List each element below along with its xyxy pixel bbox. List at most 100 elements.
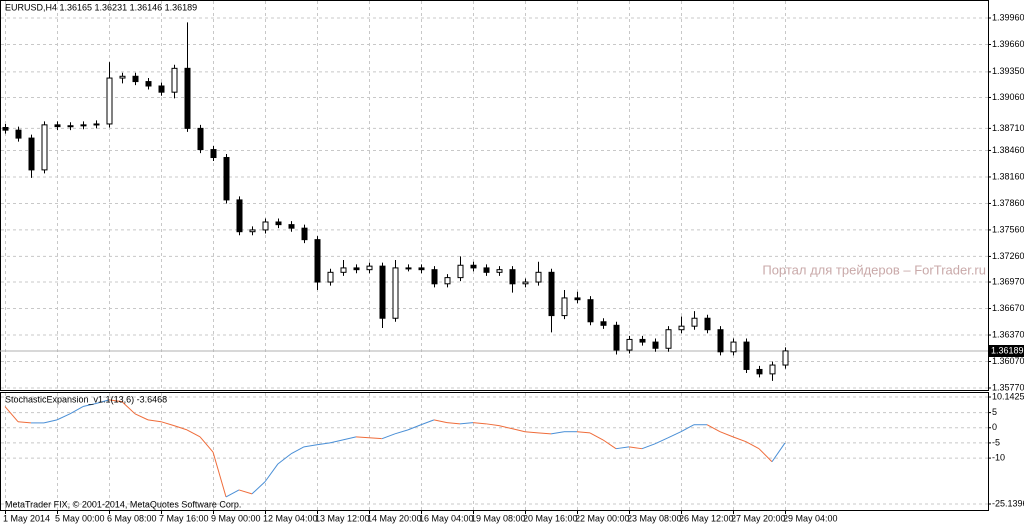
candle-body bbox=[145, 81, 152, 87]
candle-body bbox=[119, 75, 126, 79]
indicator-segment bbox=[446, 422, 461, 425]
candle-body bbox=[652, 341, 659, 349]
candle-body bbox=[379, 265, 386, 319]
watermark: Портал для трейдеров – ForTrader.ru bbox=[762, 262, 986, 277]
y-tick-label: 1.35770 bbox=[992, 382, 1024, 392]
candle-body bbox=[132, 75, 139, 83]
candle-body bbox=[67, 125, 74, 128]
x-tick-label: 6 May 08:00 bbox=[107, 513, 157, 523]
indicator-segment bbox=[420, 419, 435, 426]
candle-body bbox=[743, 341, 750, 370]
candle-body bbox=[600, 321, 607, 326]
indicator-segment bbox=[615, 446, 630, 450]
y-tick-label: 1.36070 bbox=[992, 356, 1024, 366]
candle-body bbox=[678, 325, 685, 331]
indicator-segment bbox=[394, 429, 409, 435]
copyright: MetaTrader FIX, © 2001-2014, MetaQuotes … bbox=[5, 499, 241, 509]
candle-body bbox=[301, 227, 308, 241]
indicator-segment bbox=[472, 422, 487, 425]
indicator-segment bbox=[628, 446, 643, 450]
candle-body bbox=[509, 269, 516, 285]
candle-body bbox=[275, 221, 282, 226]
candle-body bbox=[80, 124, 87, 127]
indicator-segment bbox=[290, 446, 305, 455]
y-tick-label: 1.37860 bbox=[992, 198, 1024, 208]
indicator-segment bbox=[745, 441, 760, 450]
candle-body bbox=[704, 317, 711, 331]
marks-layer bbox=[2, 22, 789, 498]
indicator-segment bbox=[212, 451, 227, 498]
candle-body bbox=[249, 229, 256, 233]
candle-body bbox=[548, 271, 555, 317]
candle-body bbox=[470, 264, 477, 269]
indicator-segment bbox=[706, 424, 721, 433]
candle-body bbox=[769, 364, 776, 375]
indicator-segment bbox=[342, 436, 357, 441]
indicator-segment bbox=[199, 436, 214, 453]
indicator-segment bbox=[407, 424, 422, 431]
x-tick-label: 5 May 00:00 bbox=[55, 513, 105, 523]
last-price-box bbox=[988, 345, 1024, 357]
indicator-segment bbox=[251, 481, 266, 495]
candle-body bbox=[626, 338, 633, 351]
indicator-segment bbox=[732, 436, 747, 443]
grid-layer bbox=[0, 1, 988, 510]
indicator-segment bbox=[485, 423, 500, 427]
y-tick-label: 1.36370 bbox=[992, 329, 1024, 339]
candle-body bbox=[639, 338, 646, 343]
candle-body bbox=[782, 350, 789, 366]
candle-body bbox=[431, 269, 438, 285]
candle-body bbox=[496, 269, 503, 273]
candle-body bbox=[2, 126, 9, 131]
candle-body bbox=[691, 317, 698, 327]
candle-body bbox=[340, 267, 347, 273]
indicator-segment bbox=[108, 399, 123, 403]
y-tick-label: 1.38160 bbox=[992, 171, 1024, 181]
indicator-segment bbox=[719, 431, 734, 438]
indicator-segment bbox=[667, 431, 682, 439]
indicator-segment bbox=[43, 419, 58, 424]
x-tick-label: 29 May 04:00 bbox=[783, 513, 838, 523]
candle-body bbox=[15, 129, 22, 139]
x-tick-label: 19 May 08:00 bbox=[471, 513, 526, 523]
indicator-segment bbox=[771, 442, 786, 463]
indicator-segment bbox=[277, 453, 292, 465]
indicator-segment bbox=[498, 425, 513, 430]
indicator-segment bbox=[303, 444, 318, 448]
indicator-segment bbox=[264, 463, 279, 483]
chart-title: EURUSD,H4 1.36165 1.36231 1.36146 1.3618… bbox=[5, 2, 197, 12]
indicator-panel bbox=[0, 392, 989, 511]
indicator-segment bbox=[524, 431, 539, 434]
x-tick-label: 27 May 20:00 bbox=[731, 513, 786, 523]
indicator-title: StochasticExpansion_v1.1(13,6) -3.6468 bbox=[5, 394, 167, 404]
last-price-label: 1.36189 bbox=[991, 345, 1024, 355]
y-tick-label: -25.1396 bbox=[992, 498, 1024, 508]
indicator-segment bbox=[589, 432, 604, 441]
indicator-segment bbox=[758, 448, 773, 463]
indicator-segment bbox=[82, 403, 97, 408]
candle-body bbox=[327, 271, 334, 283]
indicator-segment bbox=[329, 439, 344, 444]
indicator-segment bbox=[654, 437, 669, 445]
candle-body bbox=[483, 267, 490, 273]
price-panel bbox=[0, 0, 989, 391]
indicator-segment bbox=[381, 433, 396, 440]
candle-body bbox=[158, 85, 165, 93]
x-tick-label: 7 May 16:00 bbox=[159, 513, 209, 523]
y-tick-label: 1.38460 bbox=[992, 145, 1024, 155]
indicator-segment bbox=[238, 489, 253, 495]
indicator-segment bbox=[69, 406, 84, 415]
candle-body bbox=[665, 329, 672, 349]
candle-body bbox=[236, 199, 243, 233]
indicator-segment bbox=[459, 422, 474, 425]
y-tick-label: 1.39350 bbox=[992, 66, 1024, 76]
candle-body bbox=[184, 67, 191, 129]
y-tick-label: -10 bbox=[992, 452, 1005, 462]
y-tick-label: 5 bbox=[992, 407, 997, 417]
indicator-segment bbox=[511, 428, 526, 433]
x-tick-label: 12 May 04:00 bbox=[263, 513, 318, 523]
indicator-segment bbox=[680, 424, 695, 433]
y-tick-label: 0 bbox=[992, 422, 997, 432]
indicator-segment bbox=[186, 429, 201, 438]
